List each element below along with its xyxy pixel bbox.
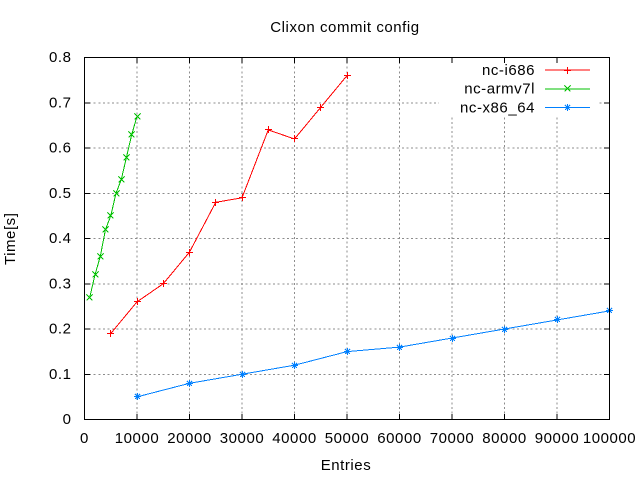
svg-text:20000: 20000 bbox=[167, 430, 211, 447]
svg-text:nc-armv7l: nc-armv7l bbox=[464, 81, 535, 98]
svg-text:0.3: 0.3 bbox=[49, 275, 72, 292]
svg-text:60000: 60000 bbox=[377, 430, 421, 447]
svg-text:Time[s]: Time[s] bbox=[2, 213, 19, 265]
svg-text:30000: 30000 bbox=[220, 430, 264, 447]
svg-text:0.8: 0.8 bbox=[49, 49, 72, 66]
svg-text:0: 0 bbox=[63, 411, 72, 428]
svg-text:70000: 70000 bbox=[430, 430, 474, 447]
svg-text:100000: 100000 bbox=[583, 430, 636, 447]
svg-text:0.7: 0.7 bbox=[49, 94, 72, 111]
svg-text:0.1: 0.1 bbox=[49, 366, 72, 383]
svg-text:Clixon commit config: Clixon commit config bbox=[270, 19, 419, 36]
svg-text:Entries: Entries bbox=[321, 457, 372, 474]
svg-text:90000: 90000 bbox=[535, 430, 579, 447]
svg-text:0.4: 0.4 bbox=[49, 230, 72, 247]
svg-text:50000: 50000 bbox=[325, 430, 369, 447]
svg-text:nc-x86_64: nc-x86_64 bbox=[460, 99, 535, 116]
svg-text:40000: 40000 bbox=[272, 430, 316, 447]
svg-text:0.5: 0.5 bbox=[49, 185, 72, 202]
svg-text:0: 0 bbox=[80, 430, 89, 447]
svg-text:0.2: 0.2 bbox=[49, 321, 72, 338]
svg-text:nc-i686: nc-i686 bbox=[482, 62, 535, 79]
svg-text:80000: 80000 bbox=[482, 430, 526, 447]
svg-text:10000: 10000 bbox=[115, 430, 159, 447]
svg-text:0.6: 0.6 bbox=[49, 140, 72, 157]
